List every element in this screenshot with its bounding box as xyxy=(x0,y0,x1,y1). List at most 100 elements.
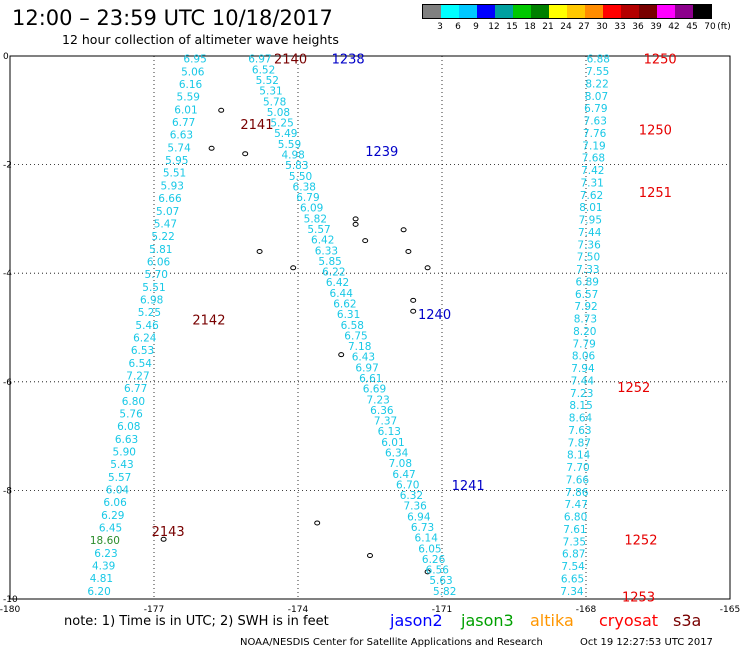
wave-height-value: 6.53 xyxy=(131,345,154,357)
wave-height-value: 6.26 xyxy=(422,554,446,566)
color-swatch xyxy=(459,5,477,18)
wave-height-value: 4.98 xyxy=(281,150,304,162)
map-grid xyxy=(9,55,731,600)
color-swatch xyxy=(549,5,567,18)
color-scale-label: 15 xyxy=(506,22,518,32)
wave-height-value: 7.76 xyxy=(583,128,607,140)
wave-height-value: 7.79 xyxy=(572,338,595,350)
color-swatch xyxy=(693,5,711,18)
color-scale-label: 27 xyxy=(578,22,590,32)
y-tick-label: 0 xyxy=(3,52,9,62)
wave-height-value: 5.63 xyxy=(429,575,452,587)
wave-height-value: 6.73 xyxy=(411,522,434,534)
y-tick-label: -10 xyxy=(3,595,18,605)
island-marker xyxy=(314,520,321,526)
wave-height-value: 6.80 xyxy=(564,512,587,524)
wave-height-value: 6.08 xyxy=(117,421,140,433)
wave-height-value: 6.66 xyxy=(158,193,182,205)
wave-height-value: 6.06 xyxy=(147,256,171,268)
color-scale-label: 36 xyxy=(632,22,644,32)
island-marker xyxy=(338,352,345,358)
x-tick-label: -177 xyxy=(144,605,164,615)
wave-height-value: 7.66 xyxy=(566,474,590,486)
wave-height-value: 5.82 xyxy=(433,586,456,598)
track-jason2_pass2: 6.976.525.525.315.785.085.255.495.594.98… xyxy=(248,54,456,598)
pass-label: 1250 xyxy=(644,53,677,68)
wave-height-value: 6.97 xyxy=(248,54,271,66)
altimeter-tracks: 6.955.066.165.596.016.776.635.745.955.51… xyxy=(87,54,610,598)
color-swatch xyxy=(585,5,603,18)
wave-height-value: 6.14 xyxy=(415,533,439,545)
wave-height-value: 6.97 xyxy=(355,362,378,374)
wave-height-value: 7.95 xyxy=(579,215,602,227)
wave-height-value: 5.07 xyxy=(156,206,179,218)
island-marker xyxy=(367,553,373,559)
x-tick-label: -168 xyxy=(576,605,597,615)
x-tick-label: -180 xyxy=(0,605,20,615)
color-swatch xyxy=(657,5,675,18)
pass-label: 1239 xyxy=(365,145,398,160)
island-marker xyxy=(208,145,215,151)
wave-height-value: 7.33 xyxy=(576,264,599,276)
wave-height-value: 6.65 xyxy=(561,573,584,585)
wave-height-value: 7.37 xyxy=(374,416,397,428)
wave-height-value: 5.70 xyxy=(145,269,168,281)
wave-height-value: 8.22 xyxy=(585,78,608,90)
wave-height-value: 6.24 xyxy=(133,332,157,344)
x-tick-label: -171 xyxy=(432,605,452,615)
wave-height-value: 7.23 xyxy=(570,388,593,400)
wave-height-value: 6.70 xyxy=(396,479,419,491)
y-tick-label: -8 xyxy=(3,486,12,496)
wave-height-value: 6.05 xyxy=(418,543,441,555)
wave-height-value: 7.70 xyxy=(566,462,589,474)
wave-height-value: 4.39 xyxy=(92,561,115,573)
wave-height-value: 5.81 xyxy=(149,244,172,256)
island-marker xyxy=(400,227,407,233)
wave-height-value: 6.16 xyxy=(179,79,203,91)
wave-height-value: 6.42 xyxy=(311,235,334,247)
timestamp-text: Oct 19 12:27:53 UTC 2017 xyxy=(580,637,713,648)
wave-height-value: 5.50 xyxy=(289,171,312,183)
wave-height-value: 7.55 xyxy=(586,66,609,78)
wave-height-value: 6.22 xyxy=(322,267,345,279)
wave-height-value: 6.47 xyxy=(392,469,415,481)
island-marker xyxy=(405,248,412,254)
color-scale-legend: 3 6 9 12 15 18 21 24 27 30 33 36 39 42 45 70 (ft) xyxy=(422,4,731,33)
color-swatch xyxy=(423,5,441,18)
wave-height-value: 6.33 xyxy=(315,245,338,257)
color-swatch xyxy=(441,5,459,18)
color-scale-labels: 3 6 9 12 15 18 21 24 27 30 33 36 39 42 45 70 (ft) xyxy=(422,19,731,33)
wave-height-value: 5.22 xyxy=(151,231,174,243)
color-scale-unit: (ft) xyxy=(717,22,731,32)
notes-text: note: 1) Time is in UTC; 2) SWH is in fe… xyxy=(64,614,329,629)
wave-height-value: 6.95 xyxy=(183,54,206,66)
island-marker xyxy=(362,238,369,244)
wave-height-value: 6.79 xyxy=(296,192,319,204)
wave-height-value: 5.59 xyxy=(177,92,200,104)
wave-height-value: 7.92 xyxy=(574,301,597,313)
wave-height-value: 7.42 xyxy=(581,165,604,177)
satellite-legend-jason2: jason2 xyxy=(389,611,443,630)
wave-height-value: 6.20 xyxy=(87,586,110,598)
color-scale-label: 42 xyxy=(668,22,680,32)
wave-height-value: 5.76 xyxy=(119,408,143,420)
wave-height-value: 6.63 xyxy=(170,130,193,142)
y-tick-label: -6 xyxy=(3,378,12,388)
wave-height-value: 6.54 xyxy=(129,358,153,370)
wave-height-value: 6.69 xyxy=(363,384,386,396)
color-scale-label: 30 xyxy=(596,22,608,32)
island-marker xyxy=(352,216,359,222)
wave-height-value: 6.01 xyxy=(381,437,404,449)
color-swatch xyxy=(531,5,549,18)
pass-label: 1252 xyxy=(624,533,657,548)
wave-height-value: 7.08 xyxy=(389,458,412,470)
color-swatch xyxy=(621,5,639,18)
satellite-legend-cryosat: cryosat xyxy=(599,611,658,630)
wave-height-value: 6.43 xyxy=(352,352,375,364)
wave-height-value: 7.54 xyxy=(561,561,585,573)
wave-height-value: 8.06 xyxy=(572,351,596,363)
wave-height-value: 6.34 xyxy=(385,447,409,459)
wave-height-value: 6.06 xyxy=(103,497,127,509)
island-outlines xyxy=(160,107,431,575)
wave-height-value: 6.88 xyxy=(587,54,610,66)
